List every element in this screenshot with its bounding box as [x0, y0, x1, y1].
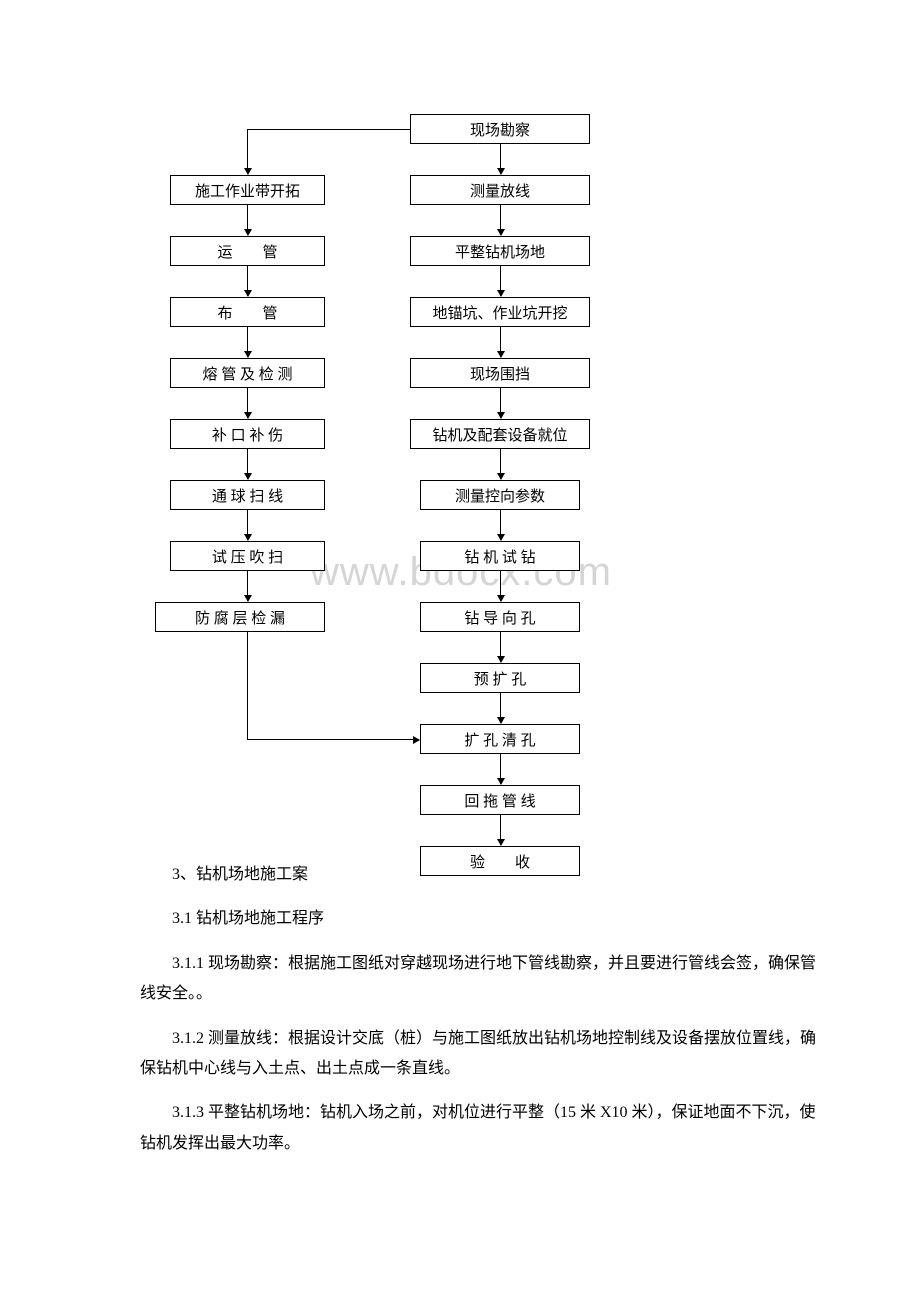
document-body-text: 3、钻机场地施工案 3.1 钻机场地施工程序 3.1.1 现场勘察：根据施工图纸… — [0, 860, 920, 1159]
node-coating-leak: 防 腐 层 检 漏 — [155, 602, 325, 632]
node-anchor-pit: 地锚坑、作业坑开挖 — [410, 297, 590, 327]
node-pig-sweep: 通 球 扫 线 — [170, 480, 325, 510]
node-test-drill: 钻 机 试 钻 — [420, 541, 580, 571]
node-pullback: 回 拖 管 线 — [420, 785, 580, 815]
arrow — [500, 632, 501, 662]
node-level-site: 平整钻机场地 — [410, 236, 590, 266]
node-transport-pipe: 运 管 — [170, 236, 325, 266]
arrow — [500, 327, 501, 357]
node-pressure-test: 试 压 吹 扫 — [170, 541, 325, 571]
flowchart-diagram: www.bdocx.com 现场勘察 测量放线 平整钻机场地 地锚坑、作业坑开挖… — [0, 0, 920, 860]
paragraph-3-1-2: 3.1.2 测量放线：根据设计交底（桩）与施工图纸放出钻机场地控制线及设备摆放位… — [140, 1024, 820, 1085]
node-acceptance: 验 收 — [420, 846, 580, 876]
node-ream-clean: 扩 孔 清 孔 — [420, 724, 580, 754]
node-fence: 现场围挡 — [410, 358, 590, 388]
arrow — [500, 815, 501, 845]
arrow — [247, 327, 248, 357]
node-work-belt: 施工作业带开拓 — [170, 175, 325, 205]
node-lay-pipe: 布 管 — [170, 297, 325, 327]
arrow — [247, 388, 248, 418]
connector-line — [247, 129, 410, 130]
paragraph-3-1-3: 3.1.3 平整钻机场地：钻机入场之前，对机位进行平整（15 米 X10 米），… — [140, 1098, 820, 1159]
arrow — [500, 754, 501, 784]
node-pre-ream: 预 扩 孔 — [420, 663, 580, 693]
arrow — [247, 510, 248, 540]
node-measure-params: 测量控向参数 — [420, 480, 580, 510]
section-heading-3-1: 3.1 钻机场地施工程序 — [140, 904, 820, 934]
node-equip-position: 钻机及配套设备就位 — [410, 419, 590, 449]
connector-line — [247, 632, 248, 739]
arrow — [500, 449, 501, 479]
paragraph-3-1-1: 3.1.1 现场勘察：根据施工图纸对穿越现场进行地下管线勘察，并且要进行管线会签… — [140, 949, 820, 1010]
arrow — [500, 144, 501, 174]
node-patch-repair: 补 口 补 伤 — [170, 419, 325, 449]
arrow — [247, 449, 248, 479]
node-pilot-hole: 钻 导 向 孔 — [420, 602, 580, 632]
node-site-survey: 现场勘察 — [410, 114, 590, 144]
arrow — [500, 266, 501, 296]
node-weld-inspect: 熔 管 及 检 测 — [170, 358, 325, 388]
arrow — [500, 510, 501, 540]
arrow — [247, 129, 248, 174]
arrow — [500, 388, 501, 418]
arrow — [500, 693, 501, 723]
arrow — [500, 571, 501, 601]
arrow — [247, 205, 248, 235]
arrow — [500, 205, 501, 235]
arrow — [247, 739, 419, 740]
arrow — [247, 571, 248, 601]
arrow — [247, 266, 248, 296]
node-survey-line: 测量放线 — [410, 175, 590, 205]
